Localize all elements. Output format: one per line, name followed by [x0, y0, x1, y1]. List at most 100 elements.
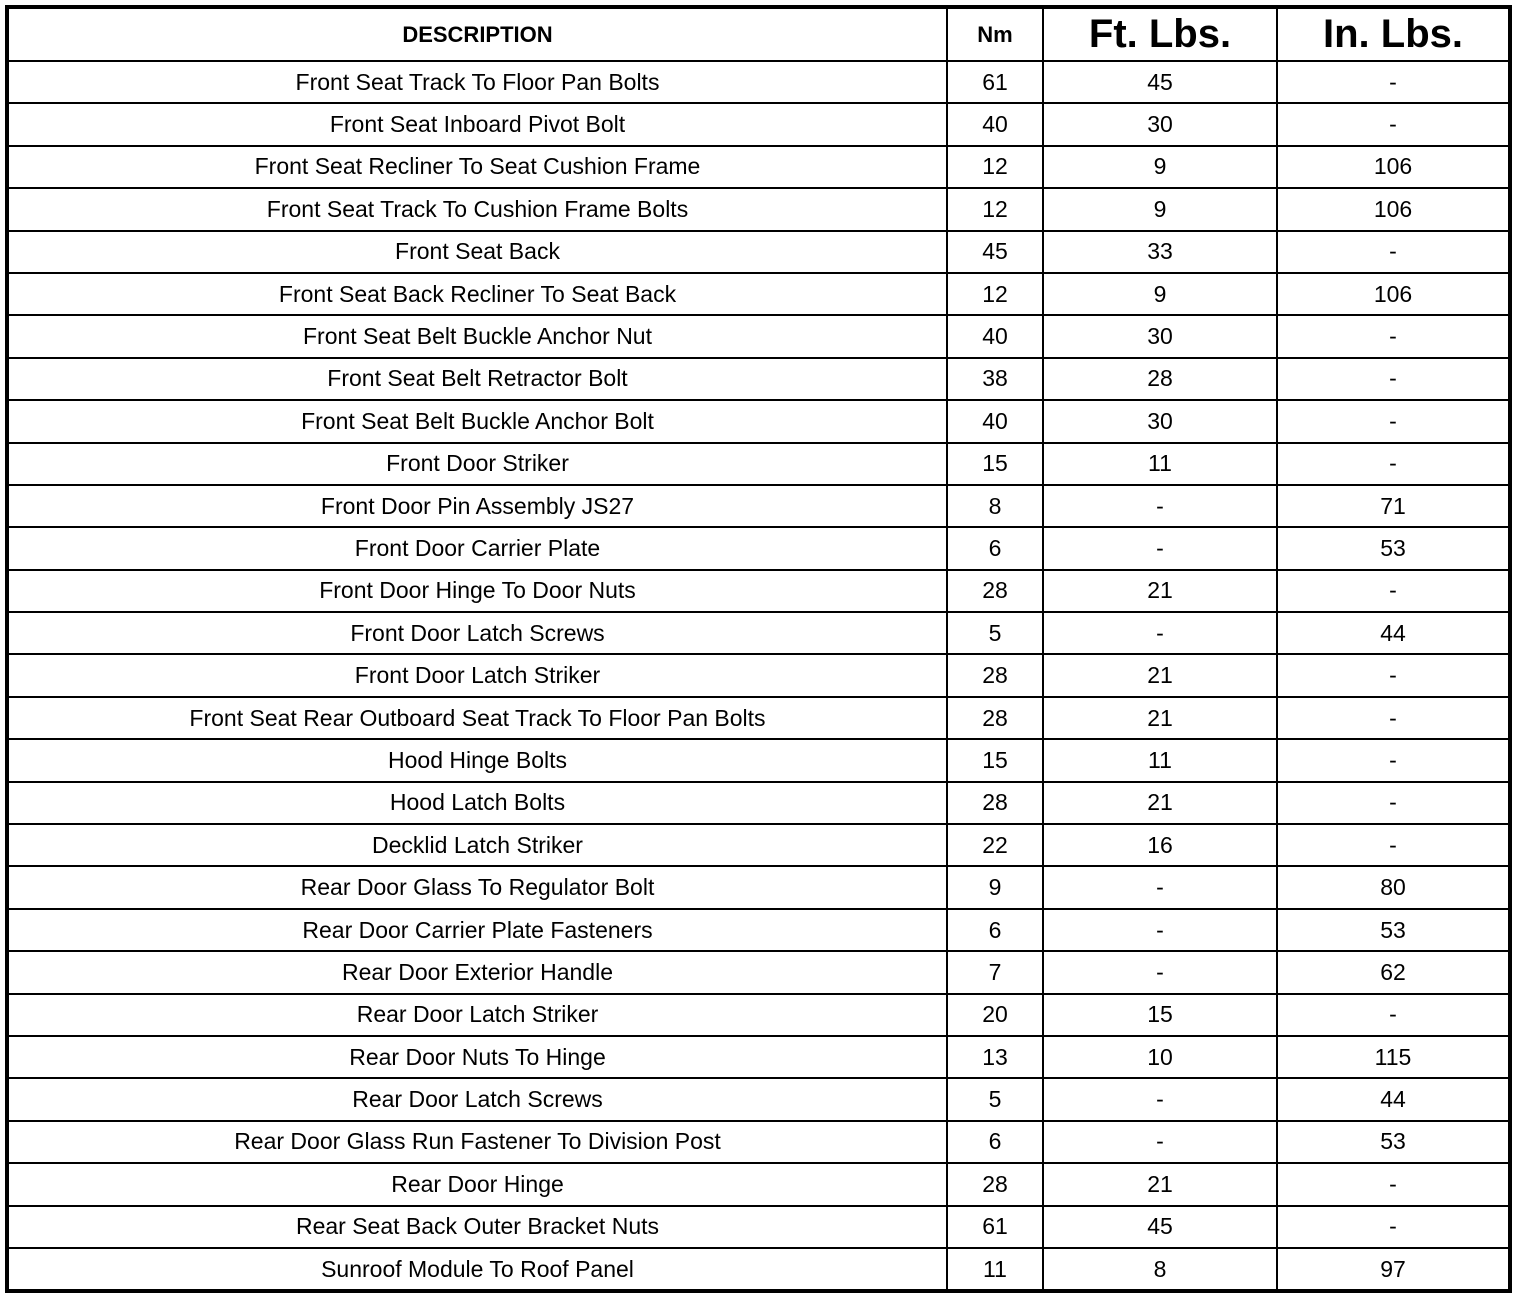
cell-ft-lbs: 30 [1042, 399, 1278, 444]
table-row: Rear Seat Back Outer Bracket Nuts 61 45- [6, 1204, 1511, 1249]
table-row: Front Seat Back Recliner To Seat Back 12 9… [6, 271, 1511, 317]
cell-nm: 20 [946, 992, 1044, 1037]
cell-in-lbs: 62 [1276, 950, 1511, 995]
cell-description: Front Door Striker [6, 441, 948, 486]
table-row: Front Seat Belt Retractor Bolt 38 28- [6, 356, 1511, 402]
cell-description: Front Door Latch Screws [6, 611, 948, 656]
cell-in-lbs: - [1276, 102, 1511, 147]
cell-in-lbs: - [1276, 653, 1511, 698]
cell-nm: 61 [946, 1204, 1044, 1249]
cell-description: Rear Seat Back Outer Bracket Nuts [6, 1204, 948, 1249]
table-row: Front Door Striker 15 11- [6, 441, 1511, 486]
torque-spec-table: DESCRIPTION Nm Ft. Lbs. In. Lbs. Front S… [5, 5, 1512, 1294]
table-row: Front Door Latch Screws 5-44 [6, 611, 1511, 656]
cell-ft-lbs: - [1042, 611, 1278, 656]
table-row: Front Door Hinge To Door Nuts 28 21- [6, 568, 1511, 614]
cell-in-lbs: 106 [1276, 271, 1511, 317]
header-in-lbs: In. Lbs. [1276, 6, 1511, 62]
cell-in-lbs: - [1276, 695, 1511, 741]
cell-description: Rear Door Hinge [6, 1162, 948, 1207]
table-row: Front Seat Back 45 33- [6, 229, 1511, 274]
cell-ft-lbs: 11 [1042, 441, 1278, 486]
cell-ft-lbs: 9 [1042, 271, 1278, 317]
cell-ft-lbs: 11 [1042, 738, 1278, 783]
cell-in-lbs: - [1276, 314, 1511, 359]
table-row: Rear Door Nuts To Hinge 13 10 115 [6, 1034, 1511, 1080]
cell-ft-lbs: 15 [1042, 992, 1278, 1037]
table-row: Front Door Carrier Plate 6-53 [6, 526, 1511, 571]
cell-in-lbs: - [1276, 1204, 1511, 1249]
table-row: Front Seat Rear Outboard Seat Track To F… [6, 695, 1511, 741]
cell-description: Rear Door Glass To Regulator Bolt [6, 865, 948, 910]
cell-in-lbs: - [1276, 399, 1511, 444]
cell-nm: 6 [946, 526, 1044, 571]
cell-nm: 8 [946, 483, 1044, 529]
cell-in-lbs: 53 [1276, 526, 1511, 571]
cell-in-lbs: 106 [1276, 187, 1511, 232]
cell-in-lbs: 106 [1276, 144, 1511, 190]
cell-description: Front Seat Belt Buckle Anchor Nut [6, 314, 948, 359]
cell-nm: 5 [946, 611, 1044, 656]
cell-nm: 5 [946, 1077, 1044, 1122]
cell-in-lbs: - [1276, 738, 1511, 783]
cell-in-lbs: 53 [1276, 1119, 1511, 1165]
table-row: Front Seat Belt Buckle Anchor Nut 40 30- [6, 314, 1511, 359]
cell-nm: 28 [946, 1162, 1044, 1207]
cell-description: Decklid Latch Striker [6, 823, 948, 868]
table-row: Rear Door Exterior Handle 7-62 [6, 950, 1511, 995]
cell-description: Front Seat Belt Buckle Anchor Bolt [6, 399, 948, 444]
cell-description: Hood Latch Bolts [6, 780, 948, 826]
cell-ft-lbs: - [1042, 950, 1278, 995]
cell-in-lbs: - [1276, 229, 1511, 274]
cell-in-lbs: - [1276, 568, 1511, 614]
table-row: Front Door Latch Striker 28 21- [6, 653, 1511, 698]
cell-nm: 40 [946, 102, 1044, 147]
cell-nm: 28 [946, 695, 1044, 741]
cell-ft-lbs: 8 [1042, 1246, 1278, 1293]
table-row: Sunroof Module To Roof Panel 11 8 97 [6, 1246, 1511, 1293]
cell-description: Front Door Latch Striker [6, 653, 948, 698]
cell-ft-lbs: 30 [1042, 102, 1278, 147]
cell-description: Rear Door Latch Striker [6, 992, 948, 1037]
table-row: Front Door Pin Assembly JS27 8-71 [6, 483, 1511, 529]
cell-description: Rear Door Glass Run Fastener To Division… [6, 1119, 948, 1165]
table-row: Rear Door Latch Screws 5-44 [6, 1077, 1511, 1122]
table-row: Hood Latch Bolts 28 21- [6, 780, 1511, 826]
table-row: Decklid Latch Striker 22 16- [6, 823, 1511, 868]
cell-in-lbs: - [1276, 1162, 1511, 1207]
cell-nm: 45 [946, 229, 1044, 274]
cell-description: Front Seat Track To Floor Pan Bolts [6, 59, 948, 105]
cell-description: Front Seat Back Recliner To Seat Back [6, 271, 948, 317]
cell-description: Rear Door Exterior Handle [6, 950, 948, 995]
cell-nm: 9 [946, 865, 1044, 910]
cell-ft-lbs: 45 [1042, 59, 1278, 105]
cell-in-lbs: - [1276, 780, 1511, 826]
cell-description: Rear Door Carrier Plate Fasteners [6, 907, 948, 953]
cell-nm: 61 [946, 59, 1044, 105]
table-row: Front Seat Track To Floor Pan Bolts 61 45- [6, 59, 1511, 105]
cell-in-lbs: - [1276, 823, 1511, 868]
table-row: Front Seat Belt Buckle Anchor Bolt 40 30- [6, 399, 1511, 444]
table-row: Rear Door Carrier Plate Fasteners 6-53 [6, 907, 1511, 953]
cell-description: Front Door Carrier Plate [6, 526, 948, 571]
cell-in-lbs: 44 [1276, 611, 1511, 656]
cell-nm: 28 [946, 568, 1044, 614]
cell-in-lbs: 71 [1276, 483, 1511, 529]
header-nm: Nm [946, 6, 1044, 62]
cell-nm: 11 [946, 1246, 1044, 1293]
cell-nm: 22 [946, 823, 1044, 868]
cell-description: Front Seat Inboard Pivot Bolt [6, 102, 948, 147]
cell-description: Front Seat Track To Cushion Frame Bolts [6, 187, 948, 232]
cell-in-lbs: - [1276, 356, 1511, 402]
cell-ft-lbs: - [1042, 865, 1278, 910]
cell-ft-lbs: - [1042, 526, 1278, 571]
table-row: Hood Hinge Bolts 15 11- [6, 738, 1511, 783]
cell-ft-lbs: 9 [1042, 144, 1278, 190]
header-ft-lbs: Ft. Lbs. [1042, 6, 1278, 62]
cell-description: Front Seat Back [6, 229, 948, 274]
cell-in-lbs: 53 [1276, 907, 1511, 953]
header-description: DESCRIPTION [6, 6, 948, 62]
cell-in-lbs: - [1276, 441, 1511, 486]
cell-in-lbs: 115 [1276, 1034, 1511, 1080]
table-row: Front Seat Inboard Pivot Bolt 40 30- [6, 102, 1511, 147]
